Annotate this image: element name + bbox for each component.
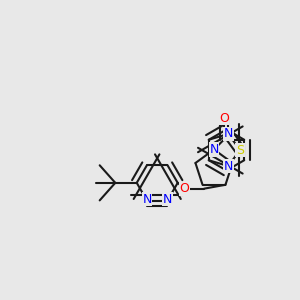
Text: O: O: [180, 182, 190, 195]
Text: N: N: [142, 193, 152, 206]
Text: N: N: [209, 143, 219, 156]
Text: S: S: [236, 143, 244, 157]
Text: N: N: [224, 160, 233, 172]
Text: O: O: [219, 112, 229, 125]
Text: N: N: [224, 128, 233, 140]
Text: N: N: [163, 193, 172, 206]
